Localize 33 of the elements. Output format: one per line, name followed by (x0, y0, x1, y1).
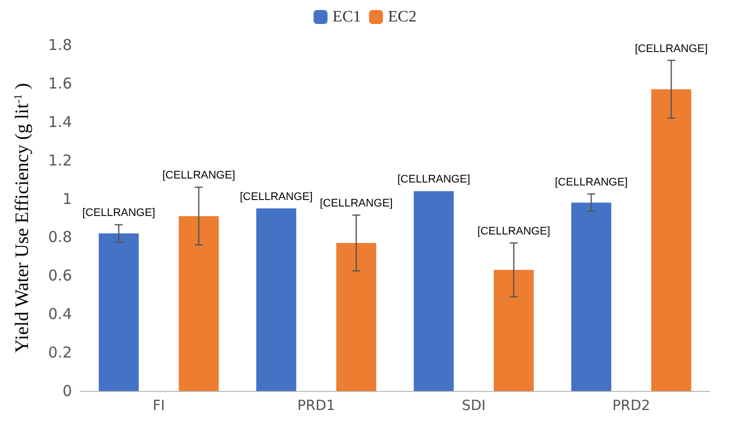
bar (336, 242, 376, 391)
x-tick-label: PRD2 (612, 398, 650, 414)
data-label: [CELLRANGE] (162, 170, 236, 182)
data-label: [CELLRANGE] (397, 174, 470, 186)
bar (414, 191, 454, 391)
bar (178, 216, 219, 391)
data-label: [CELLRANGE] (240, 190, 313, 203)
bar (651, 89, 692, 391)
y-axis-title: Yield Water Use Efficiency (g lit-1 ) (12, 82, 33, 353)
data-label: [CELLRANGE] (477, 225, 550, 238)
x-tick-label: PRD1 (297, 398, 336, 414)
x-tick-label: FI (152, 398, 165, 414)
data-label: [CELLRANGE] (320, 198, 393, 210)
y-tick-label: 0.2 (48, 344, 72, 362)
y-tick-label: 1.6 (48, 74, 72, 92)
bar (98, 233, 139, 391)
y-tick-label: 0.4 (48, 305, 72, 324)
legend-label: EC1 (332, 8, 362, 26)
y-tick-label: 1 (62, 190, 72, 208)
y-tick-label: 0.8 (48, 228, 72, 246)
x-tick-label: SDI (462, 398, 486, 414)
data-label: [CELLRANGE] (634, 42, 708, 55)
bar (571, 202, 612, 391)
y-tick-label: 1.2 (48, 151, 72, 170)
data-label: [CELLRANGE] (82, 207, 156, 220)
bar (494, 270, 534, 391)
bar (256, 208, 296, 391)
y-tick-label: 0 (62, 382, 72, 400)
legend-label: EC2 (388, 8, 416, 26)
y-tick-label: 0.6 (48, 266, 72, 285)
y-tick-label: 1.8 (48, 36, 72, 54)
y-tick-label: 1.4 (48, 112, 72, 131)
data-label: [CELLRANGE] (554, 176, 628, 188)
